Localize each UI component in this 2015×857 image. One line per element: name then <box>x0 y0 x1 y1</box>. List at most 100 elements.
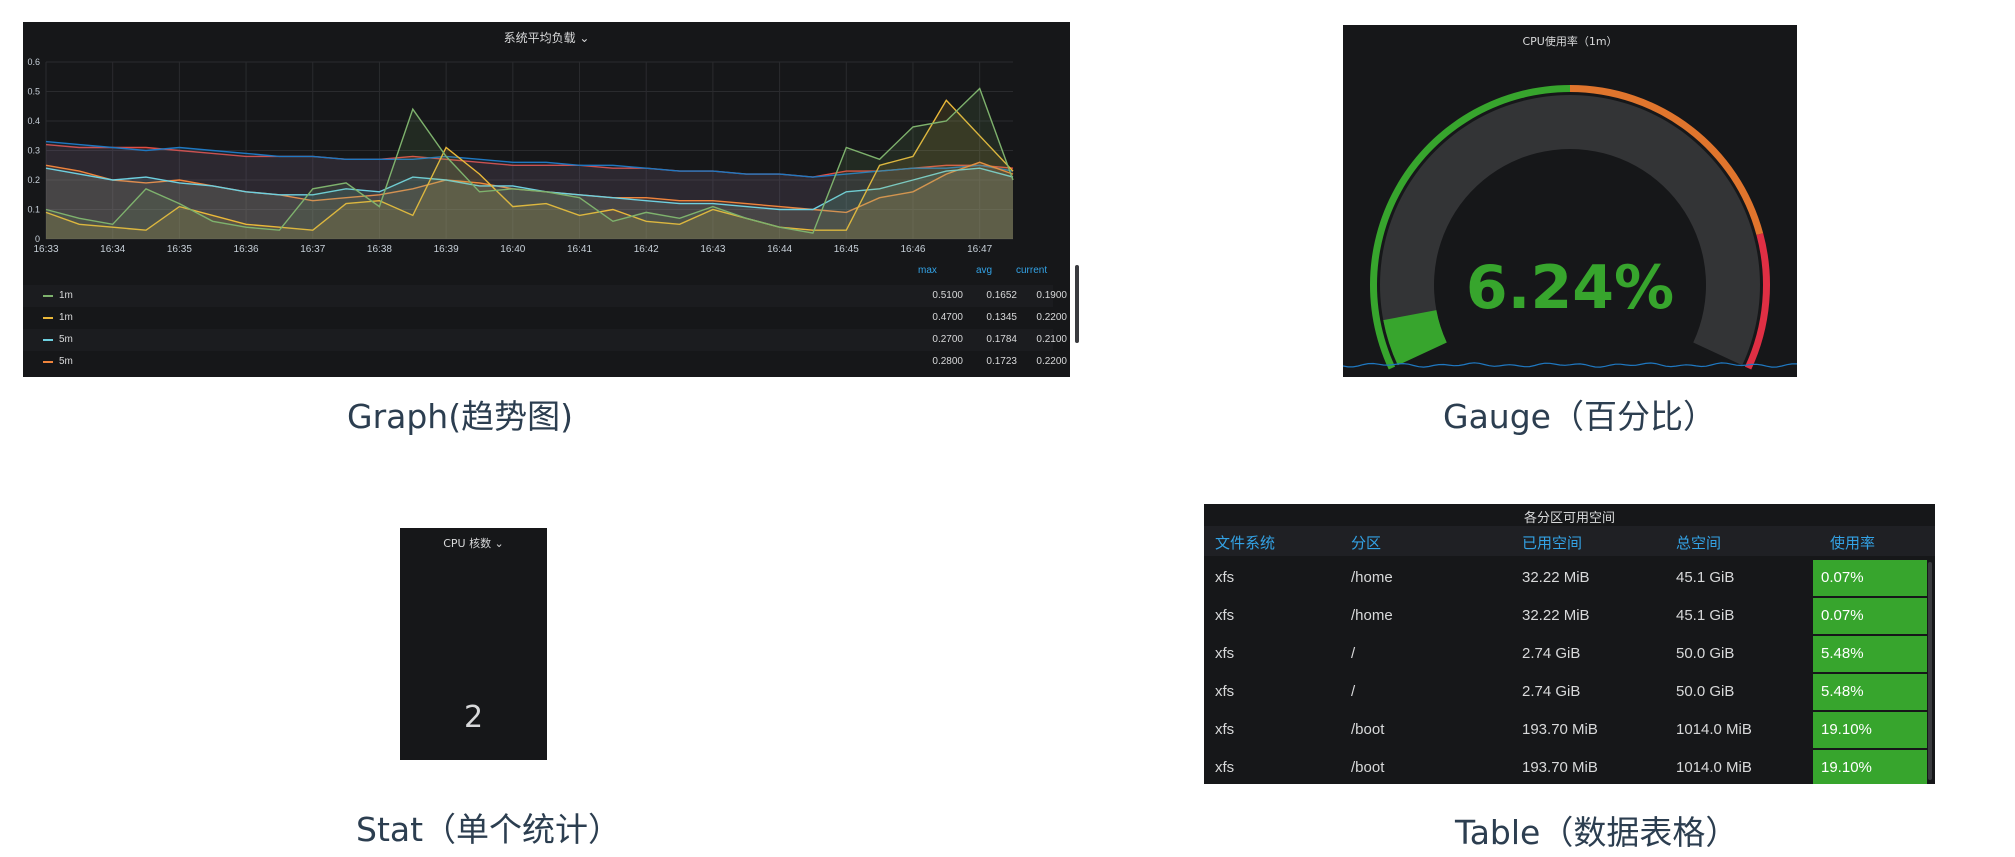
legend-max-value: 0.2800 <box>932 356 963 367</box>
cell-filesystem: xfs <box>1215 607 1235 624</box>
legend-avg-value: 0.1345 <box>986 312 1017 323</box>
legend-max-value: 0.5100 <box>932 290 963 301</box>
legend-current-value: 0.2200 <box>1036 356 1067 367</box>
x-tick-label: 16:37 <box>300 244 325 255</box>
series-area <box>46 88 1013 239</box>
legend-avg-value: 0.1784 <box>986 334 1017 345</box>
y-tick-label: 0.6 <box>27 57 40 67</box>
column-header-total[interactable]: 总空间 <box>1676 535 1722 552</box>
legend-item[interactable]: 1m 0.4700 0.1345 0.2200 <box>23 307 1067 329</box>
x-tick-label: 16:36 <box>234 244 259 255</box>
cell-partition: / <box>1351 683 1356 700</box>
legend-max-value: 0.4700 <box>932 312 963 323</box>
table-header-row: 文件系统 分区 已用空间 总空间 使用率 <box>1204 526 1935 556</box>
series-line <box>45 99 1014 231</box>
cell-partition: /boot <box>1351 721 1385 738</box>
legend-series-name: 1m <box>59 312 73 323</box>
cell-total: 1014.0 MiB <box>1676 721 1752 738</box>
legend-series-name: 5m <box>59 334 73 345</box>
column-header-filesystem[interactable]: 文件系统 <box>1215 535 1276 552</box>
cell-usage-rate: 5.48% <box>1813 674 1927 710</box>
cell-partition: /home <box>1351 607 1393 624</box>
legend-current-value: 0.2200 <box>1036 312 1067 323</box>
cell-used: 2.74 GiB <box>1522 683 1581 700</box>
x-tick-label: 16:38 <box>367 244 392 255</box>
threshold-band-green <box>1370 85 1570 370</box>
series-line <box>45 140 1014 178</box>
cell-usage-rate: 5.48% <box>1813 636 1927 672</box>
graph-panel-title[interactable]: 系统平均负载 ⌄ <box>503 31 590 45</box>
table-row[interactable]: xfs/home 32.22 MiB 45.1 GiB 0.07% <box>1204 559 1935 597</box>
table-panel: 各分区可用空间 文件系统 分区 已用空间 总空间 使用率 xfs/home 32.… <box>1204 504 1935 784</box>
graph-caption: Graph(趋势图) <box>347 397 573 436</box>
gauge-panel-title[interactable]: CPU使用率（1m） <box>1522 35 1618 48</box>
cell-used: 2.74 GiB <box>1522 645 1581 662</box>
table-caption: Table（数据表格） <box>1455 813 1739 852</box>
legend-item[interactable]: 5m 0.2800 0.1723 0.2200 <box>23 351 1067 373</box>
column-header-usage[interactable]: 使用率 <box>1830 535 1876 552</box>
stat-panel-title[interactable]: CPU 核数 ⌄ <box>443 537 504 550</box>
legend-avg-value: 0.1652 <box>986 290 1017 301</box>
cell-total: 45.1 GiB <box>1676 607 1735 624</box>
x-tick-label: 16:41 <box>567 244 592 255</box>
x-tick-label: 16:43 <box>700 244 725 255</box>
cell-partition: /boot <box>1351 759 1385 776</box>
legend-series-name: 5m <box>59 356 73 367</box>
cell-total: 50.0 GiB <box>1676 645 1735 662</box>
legend-scrollbar[interactable] <box>1075 265 1079 343</box>
legend-swatch <box>43 339 53 341</box>
table-row[interactable]: xfs/boot 193.70 MiB 1014.0 MiB 19.10% <box>1204 711 1935 749</box>
y-tick-label: 0.3 <box>27 146 40 156</box>
series-area <box>46 144 1013 239</box>
legend-swatch <box>43 317 53 319</box>
series-line <box>45 167 1014 211</box>
legend-item[interactable]: 5m 0.2700 0.1784 0.2100 <box>23 329 1067 351</box>
cell-filesystem: xfs <box>1215 569 1235 586</box>
cell-usage-rate: 19.10% <box>1813 750 1927 784</box>
column-header-used[interactable]: 已用空间 <box>1522 535 1583 552</box>
x-tick-label: 16:40 <box>500 244 525 255</box>
x-tick-label: 16:42 <box>634 244 659 255</box>
gauge-caption: Gauge（百分比） <box>1443 397 1716 436</box>
table-scrollbar[interactable] <box>1928 562 1932 780</box>
threshold-band-red <box>1744 233 1770 370</box>
table-row[interactable]: xfs / 2.74 GiB 50.0 GiB 5.48% <box>1204 635 1935 673</box>
cell-usage-rate: 19.10% <box>1813 712 1927 748</box>
cell-filesystem: xfs <box>1215 759 1235 776</box>
cell-used: 32.22 MiB <box>1522 607 1590 624</box>
legend-swatch <box>43 295 53 297</box>
x-tick-label: 16:45 <box>834 244 859 255</box>
legend-current-value: 0.2100 <box>1036 334 1067 345</box>
legend-item[interactable]: 1m 0.5100 0.1652 0.1900 <box>23 285 1067 307</box>
table-row[interactable]: xfs/home 32.22 MiB 45.1 GiB 0.07% <box>1204 597 1935 635</box>
legend-max-value: 0.2700 <box>932 334 963 345</box>
cell-usage-rate: 0.07% <box>1813 598 1927 634</box>
x-tick-label: 16:44 <box>767 244 792 255</box>
legend-header-avg[interactable]: avg <box>976 265 993 276</box>
series-line <box>45 143 1014 178</box>
table-panel-title[interactable]: 各分区可用空间 <box>1523 511 1615 526</box>
series-area <box>46 100 1013 239</box>
cell-filesystem: xfs <box>1215 721 1235 738</box>
threshold-band-orange <box>1570 85 1764 236</box>
y-tick-label: 0.2 <box>27 175 40 185</box>
series-line <box>45 87 1014 234</box>
table-row[interactable]: xfs/boot 193.70 MiB 1014.0 MiB 19.10% <box>1204 749 1935 784</box>
x-tick-label: 16:46 <box>900 244 925 255</box>
legend-series-name: 1m <box>59 290 73 301</box>
cell-filesystem: xfs <box>1215 645 1235 662</box>
x-tick-label: 16:33 <box>33 244 58 255</box>
y-tick-label: 0.5 <box>27 87 40 97</box>
gauge-value: 6.24% <box>1465 253 1675 323</box>
legend-avg-value: 0.1723 <box>986 356 1017 367</box>
legend-header-current[interactable]: current <box>1016 265 1048 276</box>
gauge-panel: CPU使用率（1m） 6.24% <box>1343 25 1797 377</box>
y-tick-label: 0.1 <box>27 205 40 215</box>
gauge-track <box>1380 95 1760 366</box>
gauge-value-fill <box>1383 310 1447 366</box>
legend-header-max[interactable]: max <box>918 265 937 276</box>
cell-total: 50.0 GiB <box>1676 683 1735 700</box>
column-header-partition[interactable]: 分区 <box>1351 535 1382 552</box>
y-tick-label: 0.4 <box>27 116 40 126</box>
table-row[interactable]: xfs / 2.74 GiB 50.0 GiB 5.48% <box>1204 673 1935 711</box>
